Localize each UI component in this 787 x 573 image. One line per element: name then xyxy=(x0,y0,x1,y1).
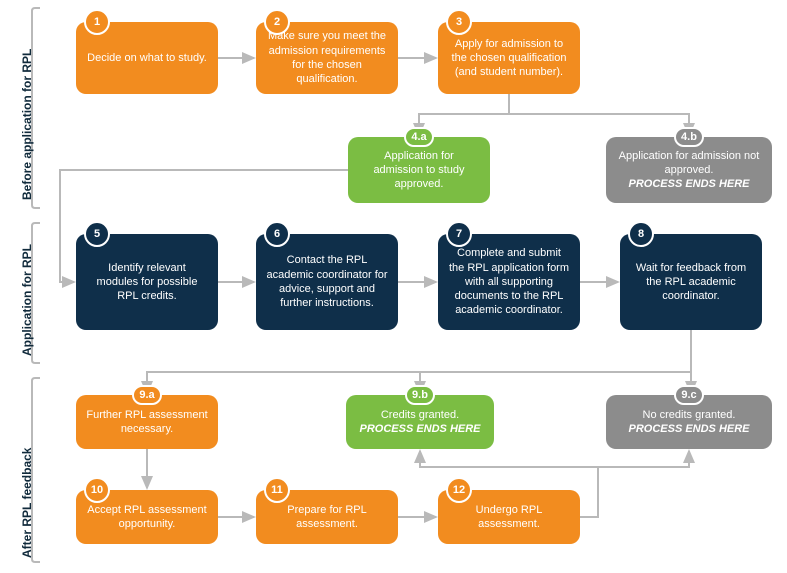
flow-arrow xyxy=(419,94,509,135)
flow-node-badge: 8 xyxy=(628,221,654,247)
stage-label: After RPL feedback xyxy=(20,448,34,558)
flow-node-badge: 11 xyxy=(264,477,290,503)
flow-node-n9c: No credits granted.PROCESS ENDS HERE9.c xyxy=(606,395,772,449)
flow-node-badge: 9.c xyxy=(674,385,704,405)
flow-node-badge: 1 xyxy=(84,9,110,35)
flow-node-text: Wait for feedback from the RPL academic … xyxy=(630,261,752,304)
flow-node-text: Undergo RPL assessment. xyxy=(448,503,570,532)
flow-node-text: Application for admission not approved.P… xyxy=(616,149,762,192)
flow-node-n11: Prepare for RPL assessment.11 xyxy=(256,490,398,544)
flow-node-n3: Apply for admission to the chosen qualif… xyxy=(438,22,580,94)
flow-node-n4b: Application for admission not approved.P… xyxy=(606,137,772,203)
stage-label: Before application for RPL xyxy=(20,49,34,200)
flow-node-badge: 4.a xyxy=(404,127,434,147)
flow-node-n5: Identify relevant modules for possible R… xyxy=(76,234,218,330)
flow-node-text: Complete and submit the RPL application … xyxy=(448,246,570,317)
flow-node-n9a: Further RPL assessment necessary.9.a xyxy=(76,395,218,449)
flow-node-n8: Wait for feedback from the RPL academic … xyxy=(620,234,762,330)
flow-node-text: Further RPL assessment necessary. xyxy=(86,408,208,437)
flow-node-text: Accept RPL assessment opportunity. xyxy=(86,503,208,532)
flow-node-text: Identify relevant modules for possible R… xyxy=(86,261,208,304)
flow-arrow xyxy=(420,330,691,393)
flow-node-text: Credits granted.PROCESS ENDS HERE xyxy=(359,408,480,437)
flow-node-badge: 3 xyxy=(446,9,472,35)
flow-node-badge: 4.b xyxy=(674,127,704,147)
flow-node-text: Application for admission to study appro… xyxy=(358,149,480,192)
flow-node-text: No credits granted.PROCESS ENDS HERE xyxy=(628,408,749,437)
flow-node-badge: 10 xyxy=(84,477,110,503)
flow-node-text: Contact the RPL academic coordinator for… xyxy=(266,253,388,310)
flow-node-text: Apply for admission to the chosen qualif… xyxy=(448,37,570,80)
flow-node-n12: Undergo RPL assessment.12 xyxy=(438,490,580,544)
flow-node-n1: Decide on what to study.1 xyxy=(76,22,218,94)
flow-node-badge: 5 xyxy=(84,221,110,247)
flow-node-badge: 6 xyxy=(264,221,290,247)
flow-node-n2: Make sure you meet the admission require… xyxy=(256,22,398,94)
flow-node-text: Decide on what to study. xyxy=(87,51,207,65)
flow-node-n7: Complete and submit the RPL application … xyxy=(438,234,580,330)
flow-node-n6: Contact the RPL academic coordinator for… xyxy=(256,234,398,330)
stage-label: Application for RPL xyxy=(20,244,34,356)
flow-node-text: Prepare for RPL assessment. xyxy=(266,503,388,532)
flow-node-n9b: Credits granted.PROCESS ENDS HERE9.b xyxy=(346,395,494,449)
flow-node-badge: 9.a xyxy=(132,385,162,405)
flow-arrow xyxy=(580,451,689,517)
flow-node-badge: 7 xyxy=(446,221,472,247)
flow-arrow xyxy=(509,94,689,135)
flow-node-badge: 12 xyxy=(446,477,472,503)
flow-node-badge: 2 xyxy=(264,9,290,35)
flow-node-n10: Accept RPL assessment opportunity.10 xyxy=(76,490,218,544)
flow-node-text: Make sure you meet the admission require… xyxy=(266,29,388,86)
flow-node-badge: 9.b xyxy=(405,385,435,405)
flow-node-n4a: Application for admission to study appro… xyxy=(348,137,490,203)
